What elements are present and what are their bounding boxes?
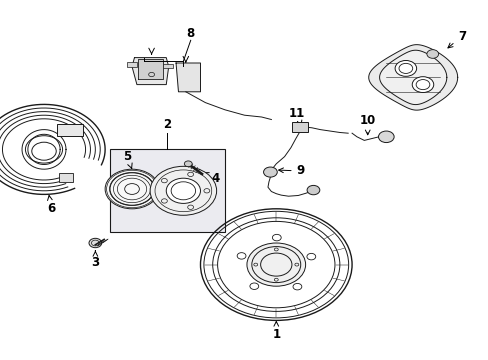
Polygon shape [379, 50, 446, 105]
Bar [59, 173, 73, 182]
Text: 2: 2 [163, 118, 171, 131]
FancyBboxPatch shape [292, 122, 307, 132]
Polygon shape [176, 63, 200, 92]
Circle shape [25, 136, 62, 163]
FancyBboxPatch shape [57, 124, 83, 136]
Polygon shape [132, 58, 168, 85]
Circle shape [184, 161, 192, 167]
Text: 10: 10 [359, 114, 375, 135]
Circle shape [263, 167, 277, 177]
Text: 11: 11 [288, 107, 305, 126]
Text: 8: 8 [186, 27, 194, 40]
Circle shape [166, 178, 200, 203]
Text: 1: 1 [272, 321, 280, 341]
Circle shape [105, 169, 159, 209]
Circle shape [411, 77, 433, 93]
Text: 3: 3 [91, 251, 99, 269]
Circle shape [426, 50, 438, 58]
Circle shape [306, 185, 319, 195]
Text: 7: 7 [447, 30, 465, 48]
Text: 5: 5 [123, 150, 132, 168]
Polygon shape [368, 45, 457, 110]
Circle shape [378, 131, 393, 143]
Circle shape [394, 60, 416, 76]
Polygon shape [138, 59, 163, 79]
Text: 6: 6 [47, 195, 55, 215]
Bar [127, 62, 137, 67]
Circle shape [246, 243, 305, 286]
Bar [110, 149, 224, 232]
Bar [163, 64, 172, 68]
Text: 9: 9 [278, 165, 304, 177]
Circle shape [89, 238, 102, 248]
Text: 4: 4 [203, 172, 219, 185]
Circle shape [150, 166, 216, 215]
